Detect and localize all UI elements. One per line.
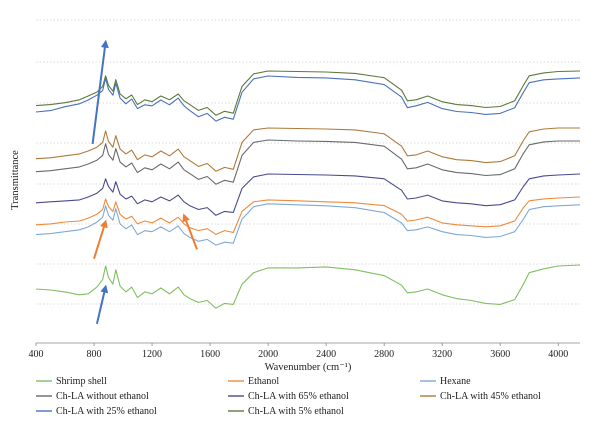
x-axis-ticks: 400 800 1200 1600 2000 2400 2800 3200 3600 4000 [29, 343, 568, 360]
y-axis-title: Transmittance [10, 150, 21, 210]
annotation-arrow [93, 219, 108, 259]
x-tick-label: 2400 [316, 349, 336, 360]
x-tick-label: 1200 [142, 349, 162, 360]
legend-label-with25: Ch-LA with 25% ethanol [56, 406, 157, 417]
x-tick-label: 1600 [200, 349, 220, 360]
legend-label-shrimp: Shrimp shell [56, 376, 107, 387]
x-tick-label: 2800 [374, 349, 394, 360]
annotation-arrow [95, 284, 109, 325]
legend-label-ethanol: Ethanol [248, 376, 279, 387]
x-tick-label: 4000 [548, 349, 568, 360]
x-tick-label: 3200 [432, 349, 452, 360]
legend: Shrimp shell Ethanol Hexane Ch-LA without e… [36, 376, 541, 417]
legend-label-with5: Ch-LA with 5% ethanol [248, 406, 344, 417]
series-line-without [35, 139, 580, 185]
x-tick-label: 2000 [258, 349, 278, 360]
series-line-ethanol [35, 196, 581, 235]
legend-label-without: Ch-LA without ethanol [56, 391, 149, 402]
legend-label-hexane: Hexane [440, 376, 471, 387]
series-line-hexane [35, 203, 581, 246]
series-line-with25 [35, 75, 581, 122]
series-line-with65 [35, 173, 581, 216]
series-line-with5 [35, 70, 581, 116]
series-line-with45 [35, 127, 580, 172]
annotation-arrow [91, 39, 109, 145]
series-line-shrimp [35, 264, 581, 309]
annotation-arrows [91, 39, 198, 325]
series-layer [35, 70, 581, 309]
annotation-arrow [182, 213, 198, 250]
legend-label-with45: Ch-LA with 45% ethanol [440, 391, 541, 402]
legend-label-with65: Ch-LA with 65% ethanol [248, 391, 349, 402]
x-tick-label: 400 [29, 349, 44, 360]
x-tick-label: 800 [87, 349, 102, 360]
x-axis-title: Wavenumber (cm⁻¹) [265, 362, 352, 373]
x-tick-label: 3600 [490, 349, 510, 360]
